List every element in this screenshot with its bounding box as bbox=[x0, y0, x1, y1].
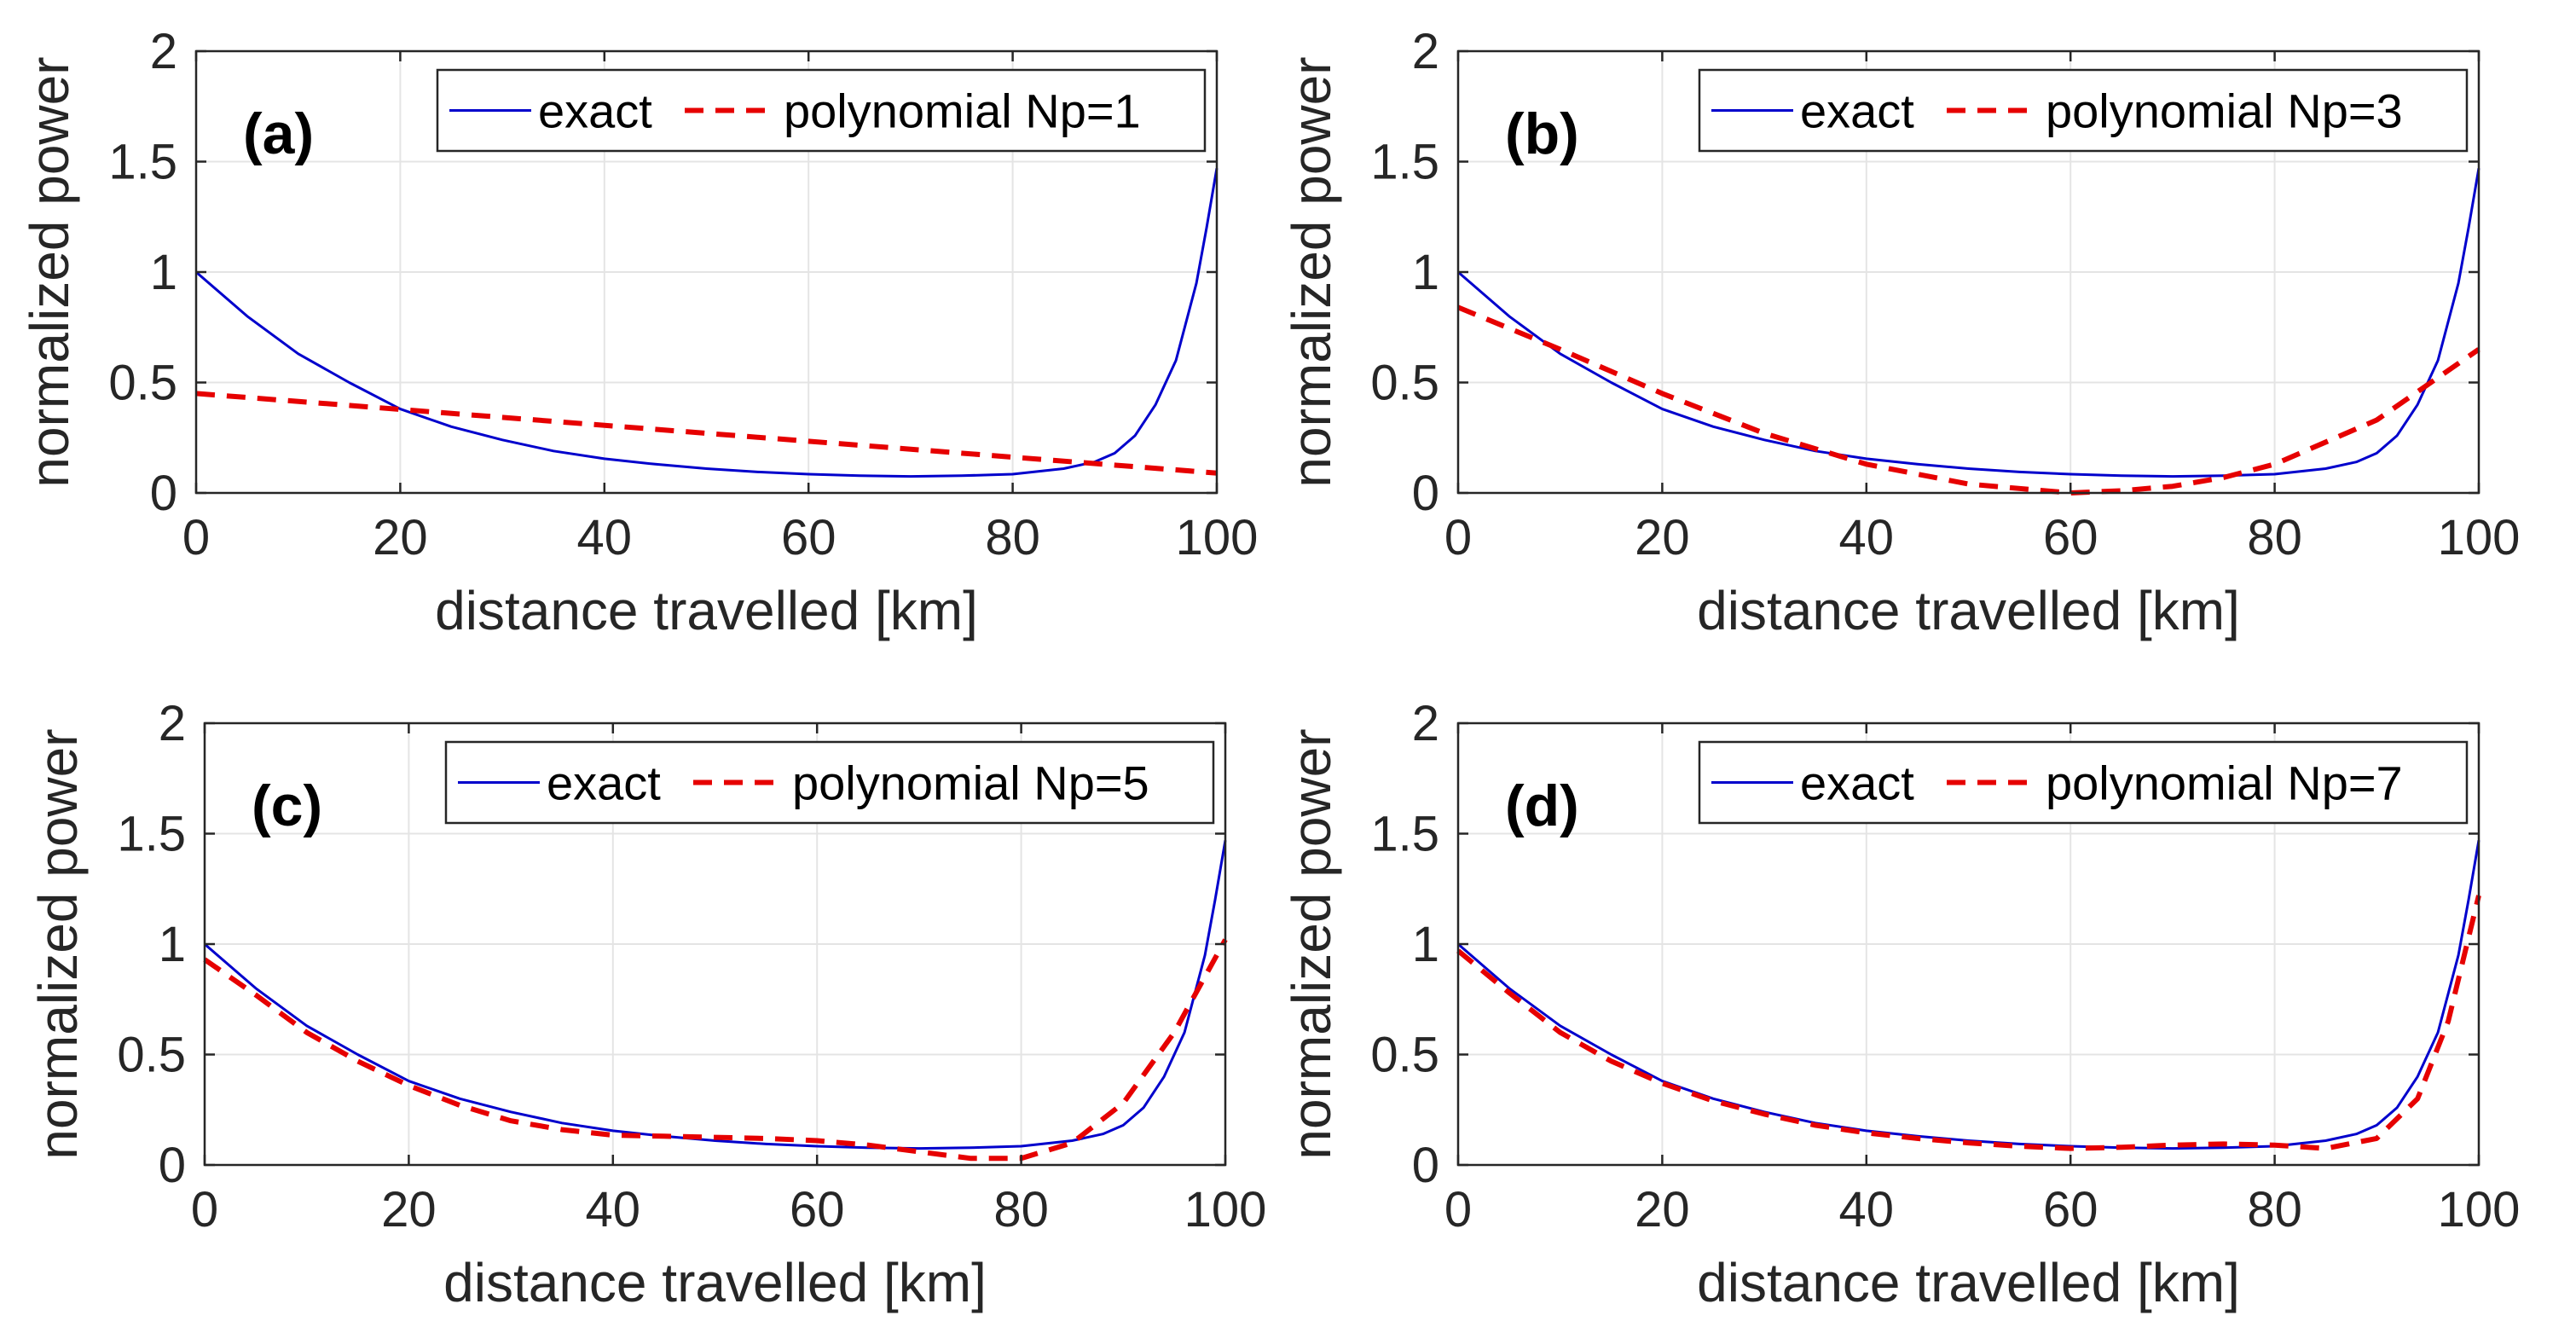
legend-label-polynomial: polynomial Np=7 bbox=[2046, 756, 2403, 810]
series-line-exact bbox=[204, 840, 1227, 1150]
x-tick-label: 60 bbox=[790, 1182, 845, 1237]
legend: exact polynomial Np=7 bbox=[1698, 740, 2469, 825]
panel-label: (c) bbox=[252, 774, 322, 838]
x-tick-label: 0 bbox=[1444, 510, 1472, 565]
y-tick-label: 1 bbox=[159, 917, 186, 972]
legend-box bbox=[436, 68, 1207, 153]
series-line-polynomial-np-3 bbox=[1456, 304, 2480, 495]
y-tick-label: 2 bbox=[1412, 696, 1439, 751]
x-axis-label: distance travelled [km] bbox=[1697, 1252, 2240, 1313]
x-tick-label: 40 bbox=[1839, 1182, 1895, 1237]
x-tick-label: 60 bbox=[2043, 1182, 2098, 1237]
series-line-exact bbox=[195, 168, 1219, 478]
y-tick-label: 0 bbox=[150, 466, 177, 521]
legend-label-polynomial: polynomial Np=1 bbox=[784, 84, 1141, 138]
series-line-polynomial-np-7 bbox=[1456, 895, 2481, 1151]
y-axis-label: normalized power bbox=[1281, 728, 1342, 1159]
series-line-polynomial-np-5 bbox=[203, 938, 1228, 1162]
x-tick-label: 60 bbox=[2043, 510, 2098, 565]
y-tick-label: 1.5 bbox=[117, 807, 186, 862]
legend-box bbox=[1698, 740, 2469, 825]
panel-label: (d) bbox=[1505, 774, 1579, 838]
legend-label-exact: exact bbox=[1800, 756, 1914, 810]
chart-panel-4: 0 20 40 60 80 100 0 0.5 1 1.5 2 distance travelled … bbox=[1281, 696, 2520, 1313]
x-axis-label: distance travelled [km] bbox=[1697, 580, 2240, 641]
y-tick-label: 0.5 bbox=[108, 356, 177, 411]
legend-label-exact: exact bbox=[538, 84, 652, 138]
x-tick-label: 20 bbox=[1635, 1182, 1690, 1237]
y-tick-label: 1.5 bbox=[1370, 135, 1439, 190]
x-axis-label: distance travelled [km] bbox=[443, 1252, 987, 1313]
x-tick-label: 20 bbox=[373, 510, 428, 565]
legend-label-polynomial: polynomial Np=5 bbox=[792, 756, 1149, 810]
legend-label-exact: exact bbox=[1800, 84, 1914, 138]
y-tick-label: 1 bbox=[1412, 245, 1439, 300]
panel-label: (b) bbox=[1505, 101, 1579, 166]
x-tick-label: 100 bbox=[2438, 510, 2521, 565]
y-axis-label: normalized power bbox=[1281, 56, 1342, 487]
legend-box bbox=[444, 740, 1215, 825]
x-axis-label: distance travelled [km] bbox=[435, 580, 978, 641]
chart-panel-3: 0 20 40 60 80 100 0 0.5 1 1.5 2 distance travelled … bbox=[27, 696, 1266, 1313]
y-tick-label: 0 bbox=[1412, 466, 1439, 521]
series-line-exact bbox=[1457, 168, 2480, 478]
y-tick-label: 0.5 bbox=[117, 1028, 186, 1083]
y-axis-label: normalized power bbox=[19, 56, 80, 487]
x-tick-label: 20 bbox=[381, 1182, 437, 1237]
y-tick-label: 1 bbox=[150, 245, 177, 300]
series-line-polynomial-np-1 bbox=[195, 391, 1218, 476]
x-tick-label: 100 bbox=[1184, 1182, 1267, 1237]
legend: exact polynomial Np=1 bbox=[436, 68, 1207, 153]
x-tick-label: 40 bbox=[1839, 510, 1895, 565]
y-tick-label: 0.5 bbox=[1370, 356, 1439, 411]
legend-label-polynomial: polynomial Np=3 bbox=[2046, 84, 2403, 138]
x-tick-label: 0 bbox=[182, 510, 210, 565]
y-tick-label: 2 bbox=[159, 696, 186, 751]
legend: exact polynomial Np=3 bbox=[1698, 68, 2469, 153]
x-tick-label: 40 bbox=[586, 1182, 641, 1237]
x-tick-label: 0 bbox=[191, 1182, 218, 1237]
x-tick-label: 40 bbox=[577, 510, 633, 565]
chart-panel-1: 0 20 40 60 80 100 0 0.5 1 1.5 2 distance travelled … bbox=[19, 24, 1258, 641]
x-tick-label: 80 bbox=[2247, 510, 2302, 565]
x-tick-label: 60 bbox=[781, 510, 836, 565]
y-tick-label: 1.5 bbox=[108, 135, 177, 190]
y-tick-label: 1 bbox=[1412, 917, 1439, 972]
legend-label-exact: exact bbox=[547, 756, 661, 810]
panel-label: (a) bbox=[243, 101, 314, 166]
y-tick-label: 0.5 bbox=[1370, 1028, 1439, 1083]
y-tick-label: 2 bbox=[1412, 24, 1439, 79]
x-tick-label: 80 bbox=[985, 510, 1040, 565]
x-tick-label: 100 bbox=[2438, 1182, 2521, 1237]
legend: exact polynomial Np=5 bbox=[444, 740, 1215, 825]
y-tick-label: 0 bbox=[1412, 1138, 1439, 1193]
y-tick-label: 2 bbox=[150, 24, 177, 79]
x-tick-label: 20 bbox=[1635, 510, 1690, 565]
x-tick-label: 0 bbox=[1444, 1182, 1472, 1237]
x-tick-label: 100 bbox=[1176, 510, 1259, 565]
chart-panel-2: 0 20 40 60 80 100 0 0.5 1 1.5 2 distance travelled … bbox=[1281, 24, 2520, 641]
x-tick-label: 80 bbox=[993, 1182, 1049, 1237]
legend-box bbox=[1698, 68, 2469, 153]
x-tick-label: 80 bbox=[2247, 1182, 2302, 1237]
y-tick-label: 0 bbox=[159, 1138, 186, 1193]
y-tick-label: 1.5 bbox=[1370, 807, 1439, 862]
y-axis-label: normalized power bbox=[27, 728, 89, 1159]
